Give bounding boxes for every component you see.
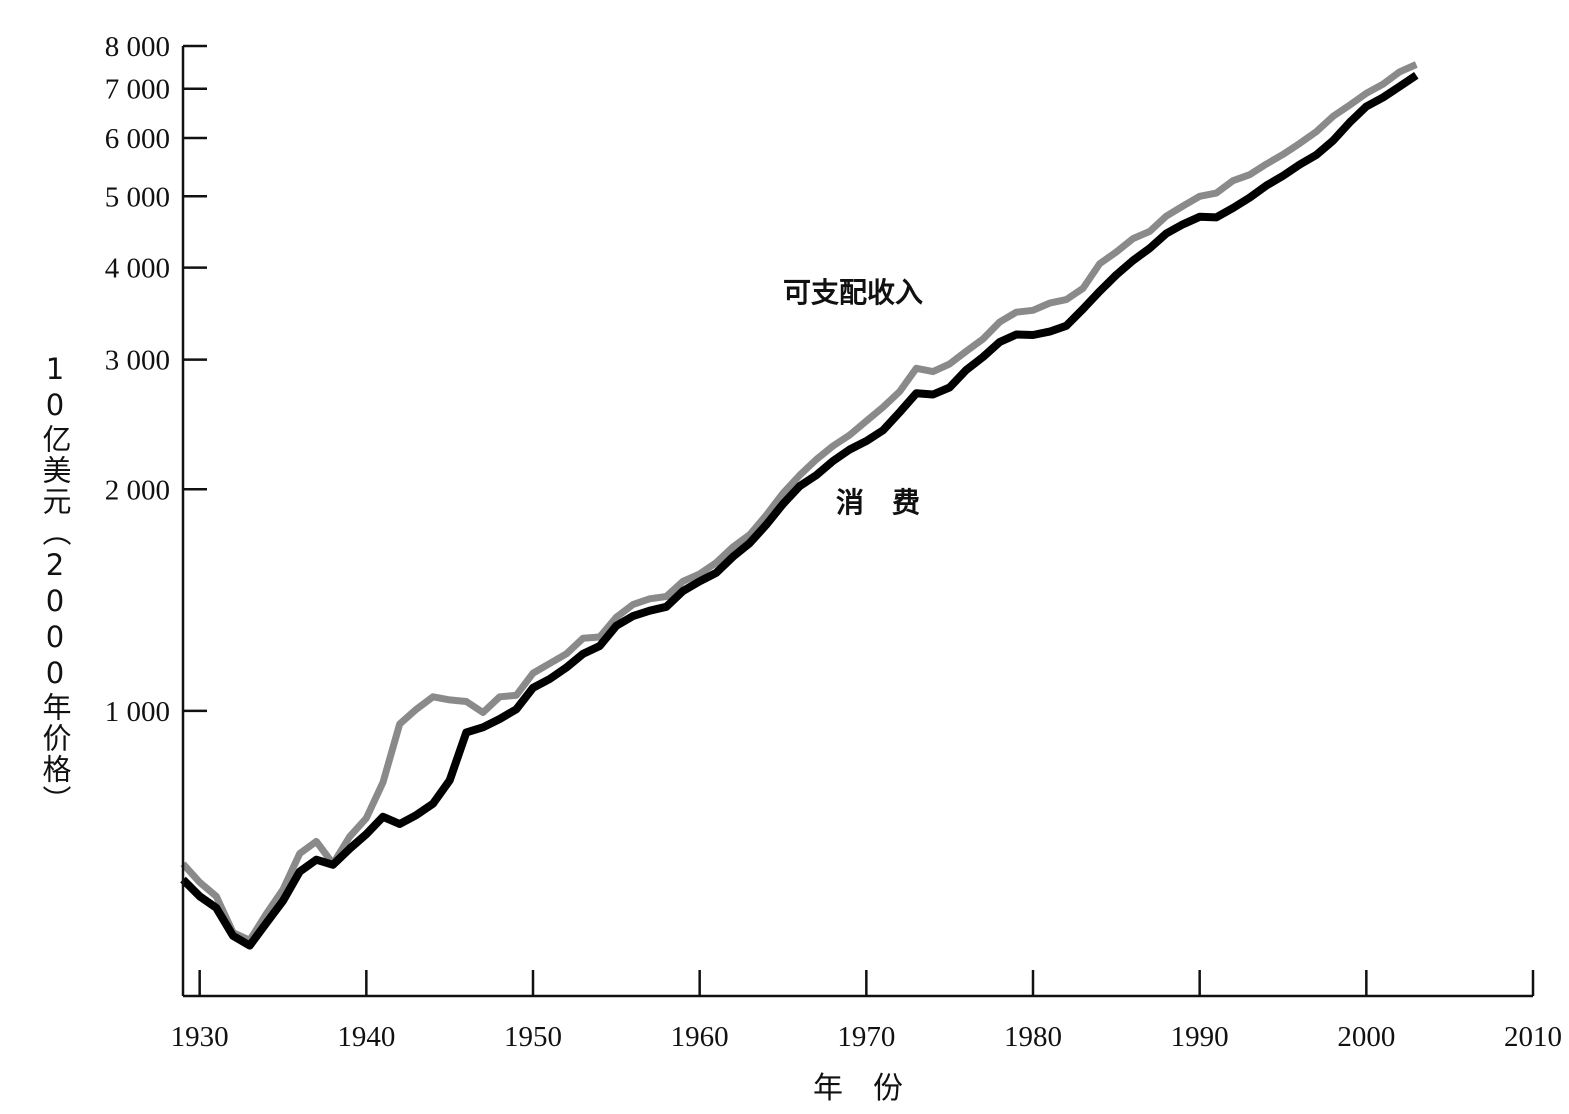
x-tick-label-1950: 1950 bbox=[504, 1021, 562, 1053]
y-axis-title: 10亿美元（2000年价格） bbox=[38, 352, 72, 816]
series-label-disposable-income: 可支配收入 bbox=[783, 276, 923, 309]
x-tick-label-1960: 1960 bbox=[671, 1021, 729, 1053]
x-tick-label-1980: 1980 bbox=[1004, 1021, 1062, 1053]
x-tick-label-2010: 2010 bbox=[1504, 1021, 1562, 1053]
plot-lines bbox=[180, 61, 1419, 950]
x-tick-label-1970: 1970 bbox=[837, 1021, 895, 1053]
y-tick-label-4000: 4 000 bbox=[105, 253, 170, 285]
series-line-consumption bbox=[180, 71, 1419, 950]
x-tick-label-2000: 2000 bbox=[1337, 1021, 1395, 1053]
series-label-consumption: 消 费 bbox=[836, 486, 920, 519]
y-tick-label-2000: 2 000 bbox=[105, 474, 170, 506]
x-tick-label-1940: 1940 bbox=[337, 1021, 395, 1053]
x-axis: 1930 1940 1950 1960 1970 1980 1990 2000 2010 bbox=[171, 970, 1562, 1053]
y-tick-label-6000: 6 000 bbox=[105, 123, 170, 155]
y-tick-label-1000: 1 000 bbox=[105, 696, 170, 728]
series-line-disposable-income bbox=[180, 61, 1418, 944]
y-tick-label-7000: 7 000 bbox=[105, 74, 170, 106]
x-tick-label-1930: 1930 bbox=[171, 1021, 229, 1053]
y-axis: 1 000 2 000 3 000 4 000 5 000 6 000 7 000 8 000 bbox=[105, 31, 207, 996]
y-tick-label-3000: 3 000 bbox=[105, 345, 170, 377]
y-tick-label-5000: 5 000 bbox=[105, 181, 170, 213]
x-tick-label-1990: 1990 bbox=[1171, 1021, 1229, 1053]
y-tick-label-8000: 8 000 bbox=[105, 31, 170, 63]
x-axis-title: 年 份 bbox=[813, 1071, 903, 1106]
